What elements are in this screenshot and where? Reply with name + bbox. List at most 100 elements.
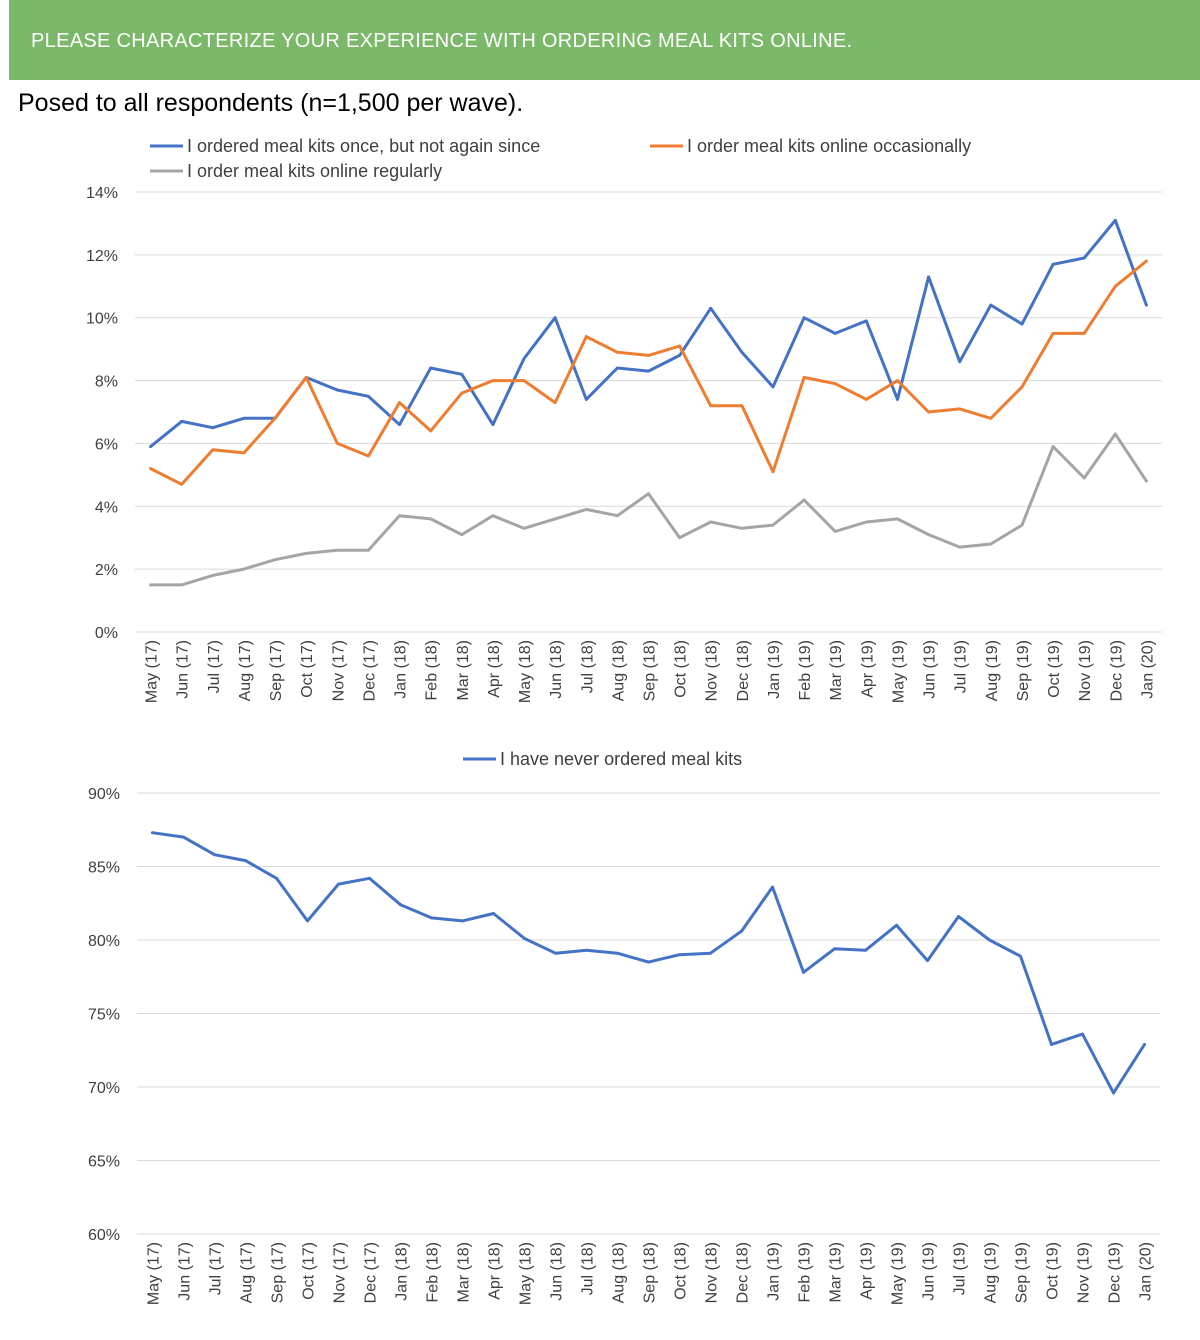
data-point [647,492,650,496]
data-point [491,423,495,426]
data-point [1081,1032,1084,1036]
x-tick-label: Nov (19) [1076,1242,1093,1303]
data-point [1082,476,1086,480]
y-tick-label: 85% [88,860,120,877]
data-point [895,923,898,927]
y-tick-label: 65% [88,1154,120,1171]
data-point [211,426,215,430]
data-point [709,404,713,408]
x-tick-label: Apr (19) [859,1242,876,1300]
data-point [584,398,588,401]
x-tick-label: Oct (18) [673,1242,690,1300]
header-banner: PLEASE CHARACTERIZE YOUR EXPERIENCE WITH… [9,0,1200,80]
data-point [180,583,184,587]
x-tick-label: Dec (17) [361,640,378,701]
x-tick-label: May (19) [890,640,907,703]
x-tick-label: Nov (17) [330,640,347,701]
data-point [615,514,619,518]
data-point [1051,332,1055,335]
data-point [1113,284,1117,288]
data-point [1050,1042,1053,1046]
data-point [615,366,619,370]
data-point [802,376,806,379]
x-tick-label: Dec (18) [735,640,752,701]
data-point [553,517,557,521]
x-tick-label: Dec (19) [1108,640,1125,701]
data-point [244,859,247,863]
data-point [1051,262,1055,266]
data-point [273,416,277,420]
x-tick-label: Dec (19) [1107,1242,1124,1303]
legend-label: I order meal kits online occasionally [687,136,971,156]
x-tick-label: Apr (19) [859,640,876,698]
data-point [398,423,401,426]
banner-title: PLEASE CHARACTERIZE YOUR EXPERIENCE WITH… [31,30,853,52]
x-tick-label: May (17) [146,1242,163,1305]
data-point [553,316,557,320]
x-tick-label: Nov (19) [1077,640,1094,701]
data-point [740,929,743,933]
y-tick-label: 6% [95,436,118,453]
data-point [182,835,185,839]
data-point [833,947,836,951]
x-tick-label: Feb (19) [797,640,814,700]
x-tick-label: Sep (17) [270,1242,287,1303]
data-point [335,548,339,552]
x-tick-label: Nov (18) [704,1242,721,1303]
x-tick-label: Aug (17) [237,640,254,701]
x-tick-label: Jul (17) [206,640,223,693]
data-point [149,445,152,448]
data-point [1051,445,1055,448]
data-point [771,885,774,889]
x-tick-label: Mar (18) [456,1242,473,1302]
data-point [429,517,433,521]
data-point [585,948,588,952]
data-point [647,960,650,964]
data-point [771,523,775,527]
y-tick-label: 75% [88,1007,120,1024]
x-tick-label: Jul (18) [580,1242,597,1295]
data-point [491,379,495,382]
x-tick-label: Sep (17) [268,640,285,701]
x-tick-label: Jun (19) [921,1242,938,1301]
x-tick-label: Jul (19) [952,1242,969,1295]
x-tick-label: Jun (17) [177,1242,194,1301]
x-tick-label: Oct (18) [673,640,690,698]
x-tick-label: Jun (18) [549,1242,566,1301]
data-point [1019,954,1022,958]
data-point [492,912,495,915]
data-point [149,467,152,470]
data-point [771,470,775,474]
data-point [678,344,682,348]
x-tick-label: Aug (17) [239,1242,256,1303]
data-point [367,548,370,552]
data-point [460,391,464,395]
data-point [1112,1091,1115,1095]
data-point [771,385,775,389]
x-tick-label: Mar (19) [828,640,845,700]
x-tick-label: Mar (18) [455,640,472,700]
data-point [1145,259,1148,263]
data-point [927,410,930,414]
x-tick-label: Dec (17) [363,1242,380,1303]
y-tick-label: 4% [95,499,118,516]
y-tick-label: 10% [86,311,118,328]
x-tick-label: Jun (17) [175,640,192,699]
subtitle: Posed to all respondents (n=1,500 per wa… [18,89,524,117]
data-point [304,376,308,379]
data-point [337,882,340,886]
data-point [896,379,899,382]
data-point [242,567,246,571]
x-tick-label: Aug (19) [983,1242,1000,1303]
data-point [1020,523,1024,527]
data-point [864,948,867,952]
x-tick-label: Jan (18) [393,640,410,699]
data-point [584,508,588,511]
data-point [709,951,712,955]
x-tick-label: Jan (19) [766,1242,783,1301]
data-point [709,306,713,310]
y-tick-label: 2% [95,562,118,579]
data-point [1113,432,1117,436]
x-tick-label: Aug (18) [610,640,627,701]
y-tick-label: 70% [88,1080,120,1097]
